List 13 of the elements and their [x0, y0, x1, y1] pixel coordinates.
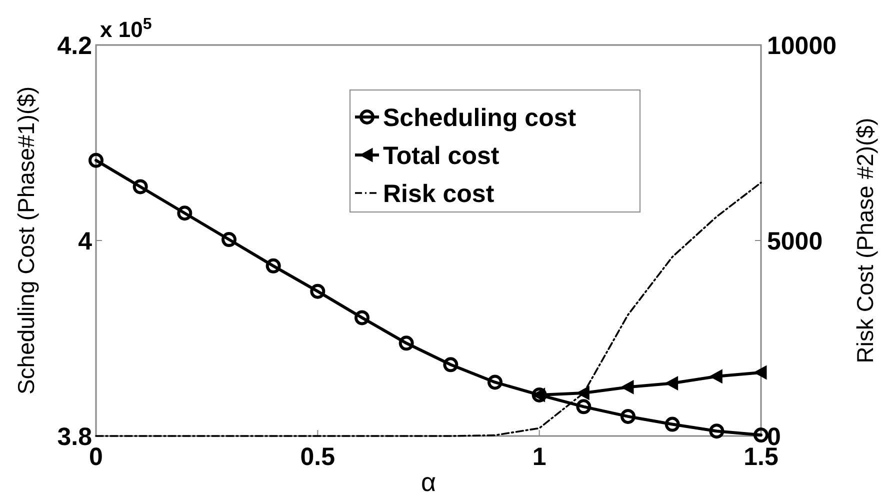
x-tick-label: 1 — [532, 443, 546, 471]
legend-label: Risk cost — [383, 180, 495, 208]
y-tick-label: 4 — [78, 228, 92, 256]
x-tick-label: 0.5 — [300, 443, 336, 471]
y-tick-label: 4.2 — [57, 32, 92, 60]
y2-tick-label: 5000 — [767, 228, 823, 256]
legend-label: Total cost — [383, 142, 500, 170]
text: x 10$^{5}$ — [100, 16, 152, 42]
y2-tick-label: 10000 — [767, 32, 837, 60]
y-axis-title: Scheduling Cost (Phase#1)($) — [13, 86, 39, 395]
x-axis-title: α — [420, 467, 436, 497]
legend-label: Scheduling cost — [383, 104, 577, 132]
y2-axis-title: Risk Cost (Phase #2)($) — [852, 118, 878, 364]
